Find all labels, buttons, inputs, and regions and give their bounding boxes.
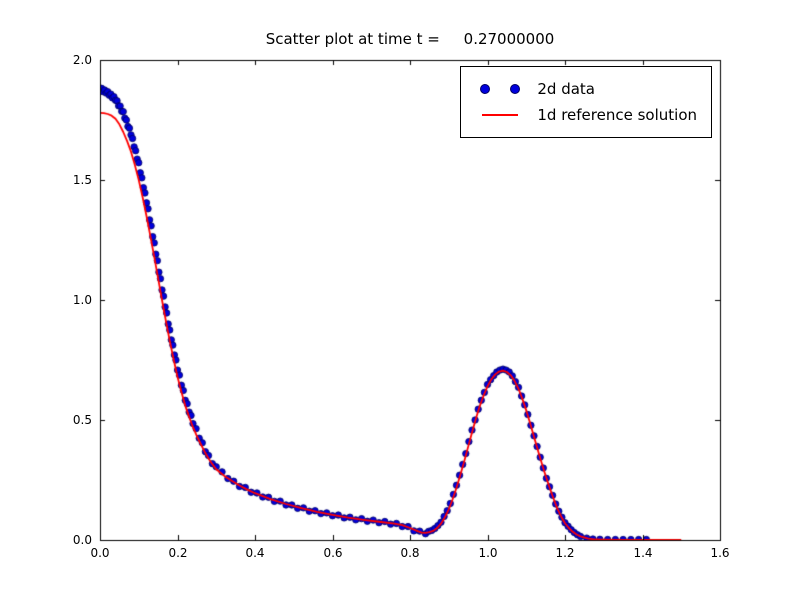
- scatter-dot-icon: [480, 84, 491, 94]
- x-tick-label-2: 0.4: [245, 546, 265, 560]
- line-marker-icon: [475, 114, 525, 116]
- y-tick-label-3: 1.5: [72, 173, 92, 187]
- chart-title: Scatter plot at time t = 0.27000000: [265, 30, 555, 48]
- scatter-dot-icon: [510, 84, 521, 94]
- x-tick-label-1: 0.2: [168, 546, 188, 560]
- x-tick-label-4: 0.8: [400, 546, 420, 560]
- x-tick-label-6: 1.2: [555, 546, 575, 560]
- y-tick-label-0: 0.0: [72, 533, 92, 547]
- y-tick-label-2: 1.0: [72, 293, 92, 307]
- y-tick-label-1: 0.5: [72, 413, 92, 427]
- x-tick-label-0: 0.0: [90, 546, 110, 560]
- legend-label-2d-data: 2d data: [537, 80, 595, 98]
- legend-label-1d-reference: 1d reference solution: [537, 106, 697, 124]
- legend: 2d data 1d reference solution: [460, 66, 712, 138]
- legend-entry-1d-reference: 1d reference solution: [475, 102, 697, 128]
- x-tick-label-8: 1.6: [710, 546, 730, 560]
- y-tick-label-4: 2.0: [72, 53, 92, 67]
- red-line-icon: [482, 114, 519, 116]
- x-tick-label-7: 1.4: [633, 546, 653, 560]
- x-tick-label-3: 0.6: [323, 546, 343, 560]
- legend-entry-2d-data: 2d data: [475, 76, 697, 102]
- scatter-marker-icon: [475, 84, 525, 94]
- x-tick-label-5: 1.0: [478, 546, 498, 560]
